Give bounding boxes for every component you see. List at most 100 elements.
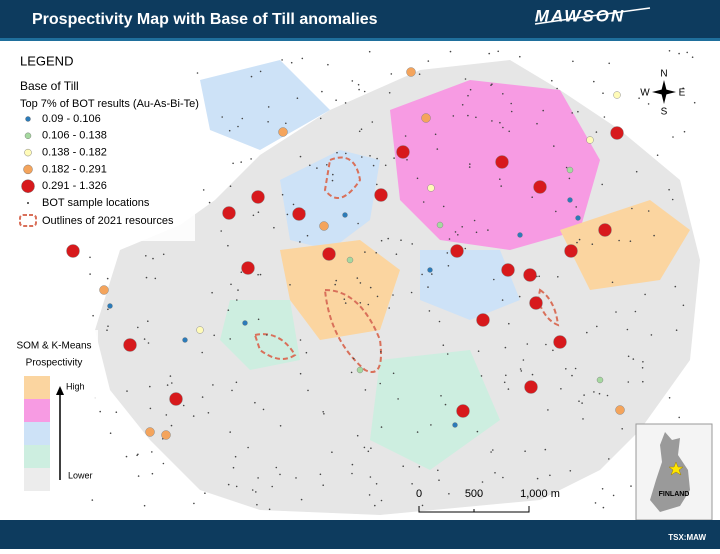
sample-dot bbox=[410, 291, 413, 294]
sample-points bbox=[89, 50, 696, 511]
sample-dot bbox=[444, 403, 447, 406]
ramp-swatch bbox=[24, 445, 50, 468]
sample-dot bbox=[411, 483, 413, 485]
sample-dot bbox=[289, 284, 291, 286]
sample-dot bbox=[672, 136, 674, 138]
prospectivity-ramp bbox=[24, 376, 50, 491]
sample-dot bbox=[576, 241, 578, 244]
sample-dot bbox=[257, 273, 259, 276]
sample-dot bbox=[630, 485, 632, 487]
sample-dot bbox=[235, 381, 238, 384]
sample-dot bbox=[418, 466, 421, 468]
sample-dot bbox=[606, 394, 609, 397]
sample-dot bbox=[211, 291, 213, 294]
sample-dot bbox=[106, 277, 109, 280]
sample-dot bbox=[569, 470, 572, 472]
sample-dot bbox=[629, 240, 632, 242]
sample-dot bbox=[367, 303, 370, 306]
sample-dot bbox=[145, 276, 148, 279]
sample-dot bbox=[106, 329, 108, 332]
sample-dot bbox=[578, 238, 581, 241]
anomaly-point bbox=[319, 221, 329, 231]
sample-dot bbox=[229, 185, 232, 187]
sample-dot bbox=[627, 355, 630, 358]
zone-mid bbox=[420, 250, 520, 320]
sample-dot bbox=[375, 483, 378, 485]
sample-dot bbox=[505, 374, 507, 377]
sample-dot bbox=[266, 334, 268, 336]
anomaly-point bbox=[567, 197, 573, 203]
zone-low bbox=[370, 350, 500, 470]
anomaly-point bbox=[356, 366, 364, 374]
sample-dot bbox=[182, 404, 185, 407]
sample-dot bbox=[499, 178, 501, 180]
title: Prospectivity Map with Base of Till anom… bbox=[32, 11, 378, 28]
sample-dot bbox=[240, 271, 243, 274]
legend-symbol bbox=[24, 132, 32, 140]
legend-label: 0.09 - 0.106 bbox=[42, 113, 101, 125]
sample-dot bbox=[421, 504, 424, 507]
sample-dot bbox=[237, 289, 239, 291]
sample-dot bbox=[678, 52, 680, 55]
compass: N S E W bbox=[640, 69, 685, 118]
sample-dot bbox=[632, 358, 635, 360]
sample-dot bbox=[335, 99, 337, 101]
sample-dot bbox=[359, 302, 362, 304]
ramp-swatch bbox=[24, 376, 50, 399]
sample-dot bbox=[259, 70, 262, 73]
anomaly-point bbox=[564, 244, 578, 258]
sample-dot bbox=[634, 310, 637, 313]
sample-dot bbox=[668, 397, 671, 399]
legend-symbol bbox=[23, 164, 33, 175]
sample-dot bbox=[192, 415, 195, 417]
sample-dot bbox=[251, 489, 254, 491]
sample-dot bbox=[147, 320, 149, 323]
sample-dot bbox=[227, 244, 229, 247]
anomaly-point bbox=[161, 430, 171, 440]
sample-dot bbox=[454, 231, 457, 233]
sample-dot bbox=[257, 211, 260, 213]
anomaly-point bbox=[107, 303, 113, 309]
sample-dot bbox=[350, 371, 353, 374]
sample-dot bbox=[369, 286, 372, 289]
sample-dot bbox=[430, 424, 432, 426]
sample-dot bbox=[518, 295, 521, 298]
sample-dot bbox=[431, 273, 433, 275]
sample-dot bbox=[411, 243, 414, 245]
sample-dot bbox=[392, 294, 394, 296]
sample-dot bbox=[379, 382, 382, 385]
sample-symbol bbox=[27, 202, 29, 204]
sample-dot bbox=[683, 130, 686, 133]
sample-dot bbox=[91, 499, 94, 501]
legend-symbol bbox=[21, 179, 35, 193]
sample-dot bbox=[299, 339, 302, 341]
sample-dot bbox=[316, 167, 318, 169]
sample-dot bbox=[469, 163, 471, 165]
sample-dot bbox=[351, 80, 354, 82]
anomaly-point bbox=[145, 427, 155, 437]
sample-dot bbox=[229, 431, 231, 433]
sample-dot bbox=[344, 302, 347, 304]
inset-map: FINLAND bbox=[635, 423, 713, 521]
anomaly-point bbox=[427, 184, 435, 192]
sample-dot bbox=[247, 446, 249, 449]
sample-dot bbox=[281, 193, 284, 196]
anomaly-point bbox=[406, 67, 416, 77]
zone-mid bbox=[200, 60, 330, 150]
anomaly-point bbox=[169, 392, 183, 406]
sample-dot bbox=[327, 63, 329, 66]
sample-dot bbox=[536, 477, 539, 480]
sample-dot bbox=[380, 239, 383, 242]
anomaly-point bbox=[613, 91, 621, 99]
zone-high bbox=[280, 240, 400, 340]
sample-dot bbox=[368, 50, 371, 53]
legend-items: 0.09 - 0.106 0.106 - 0.138 0.138 - 0.182 0.… bbox=[21, 113, 107, 193]
legend-label: 0.138 - 0.182 bbox=[42, 147, 107, 159]
sample-dot bbox=[682, 87, 684, 89]
sample-dot bbox=[89, 273, 91, 275]
sample-dot bbox=[231, 389, 233, 392]
sample-dot bbox=[416, 177, 419, 180]
sample-dot bbox=[371, 121, 374, 123]
scale-label: 500 bbox=[465, 488, 483, 500]
sample-dot bbox=[307, 389, 309, 392]
